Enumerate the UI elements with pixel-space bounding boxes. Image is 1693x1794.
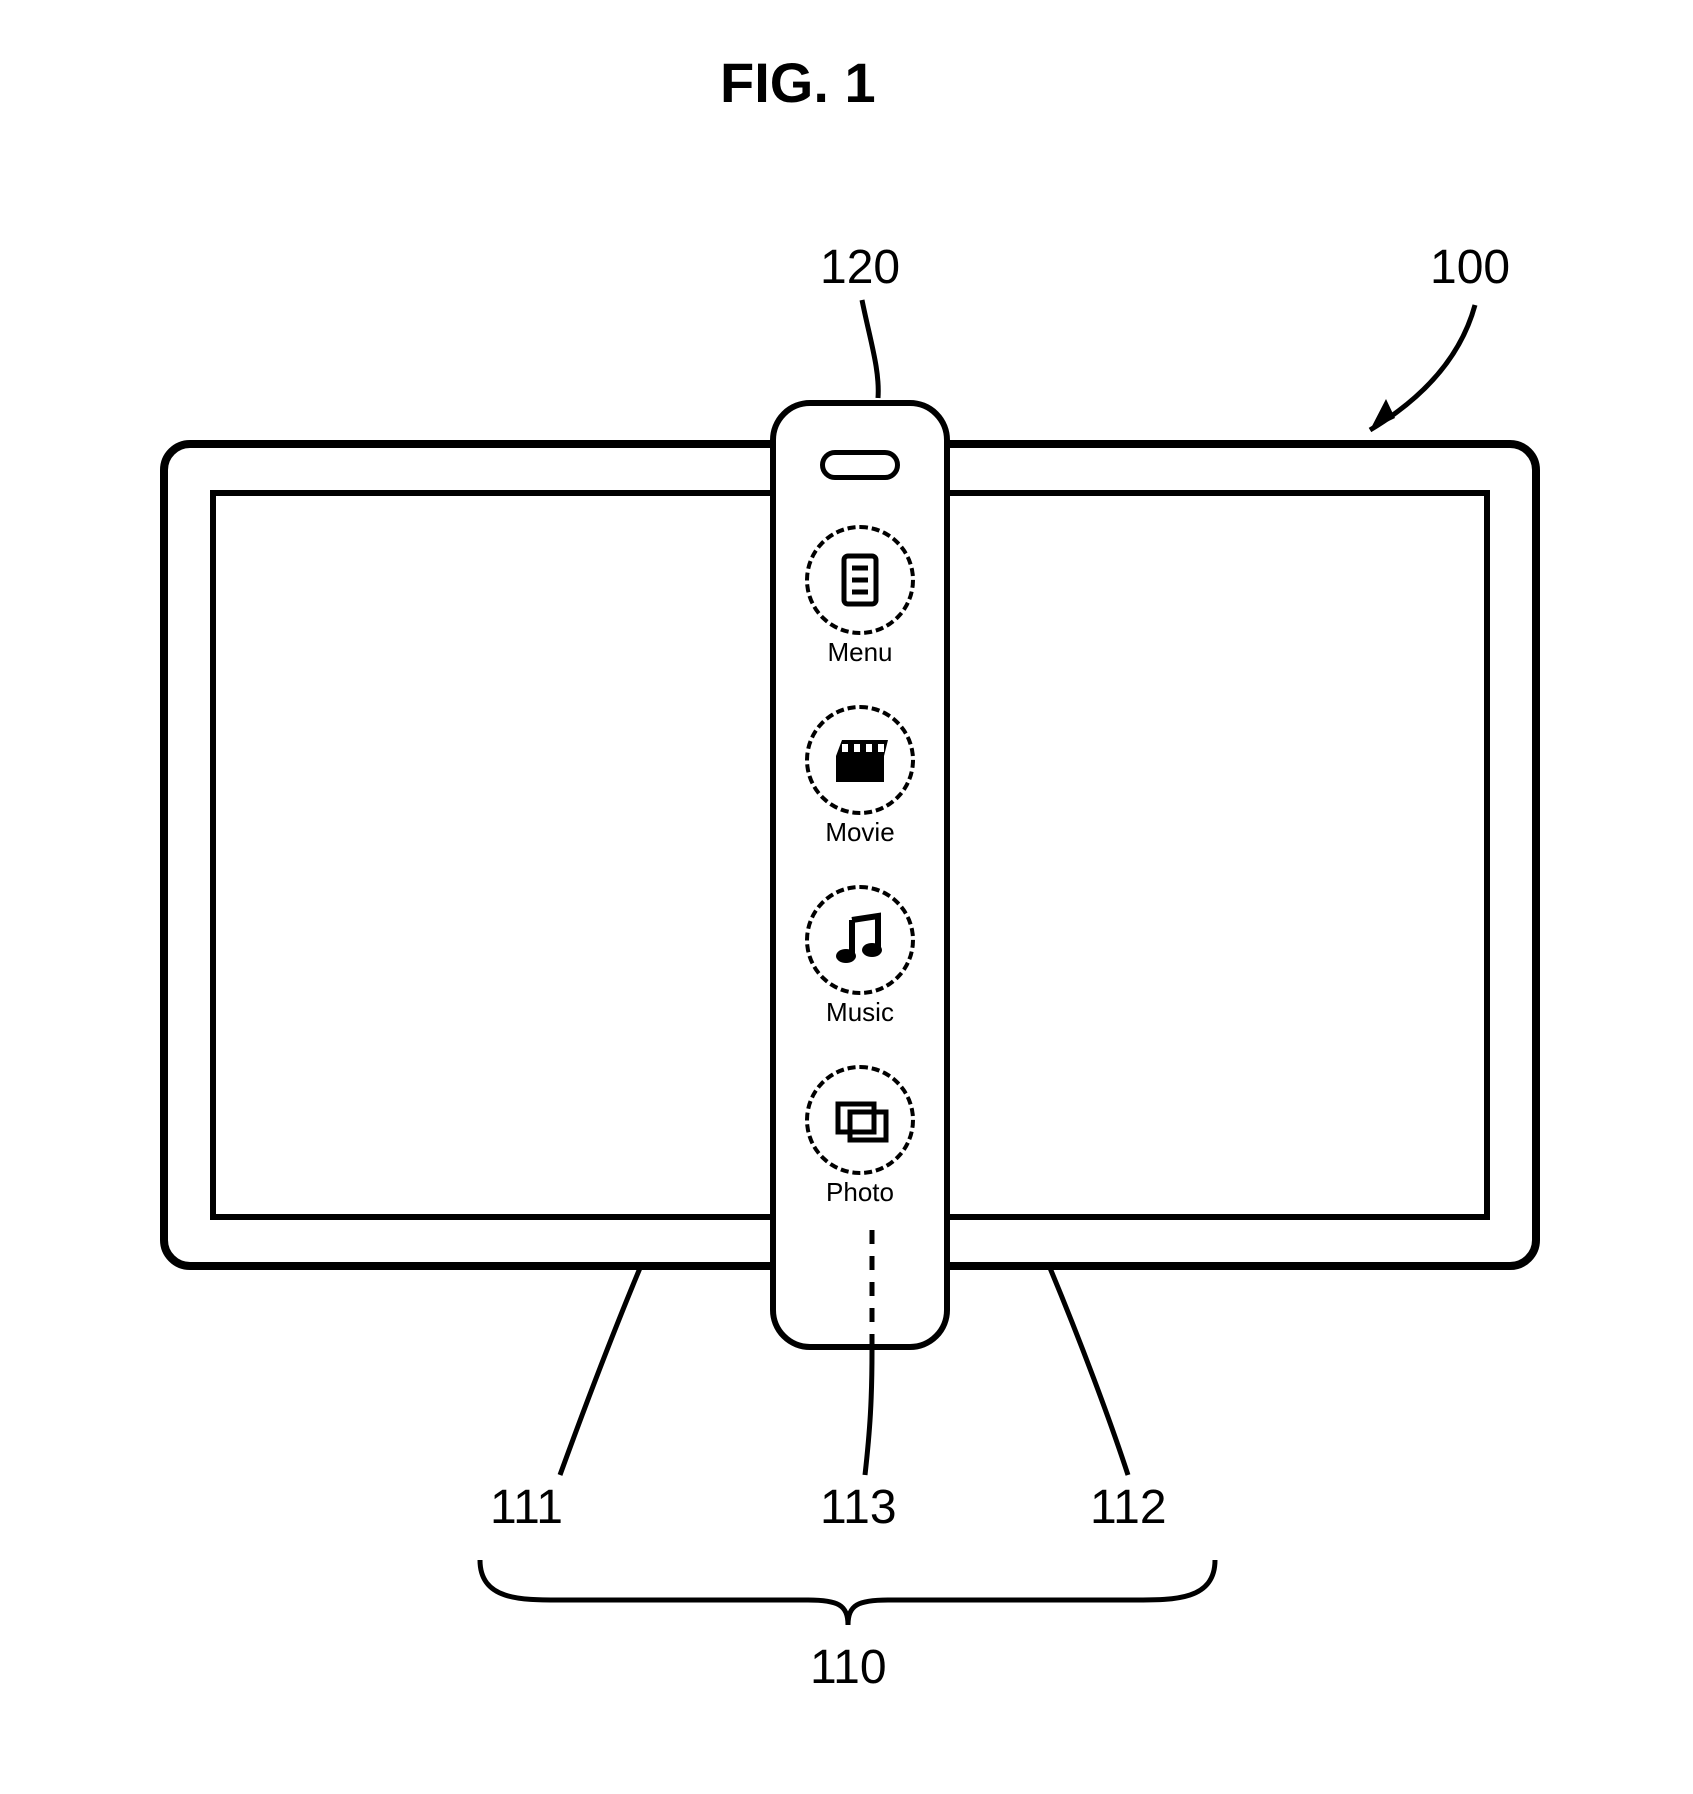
photo-icon-label: Photo	[800, 1177, 920, 1208]
speaker-slot	[820, 450, 900, 480]
figure-title: FIG. 1	[720, 50, 876, 115]
movie-icon-label: Movie	[800, 817, 920, 848]
figure-canvas: FIG. 1 100 120 111 113 112 110 Menu Movie…	[0, 0, 1693, 1794]
ref-label-112: 112	[1090, 1480, 1167, 1535]
menu-icon-label: Menu	[800, 637, 920, 668]
ref-label-111: 111	[490, 1480, 563, 1535]
ref-label-120: 120	[820, 240, 900, 295]
music-icon-label: Music	[800, 997, 920, 1028]
menu-icon[interactable]	[805, 525, 915, 635]
photo-icon[interactable]	[805, 1065, 915, 1175]
ref-label-100: 100	[1430, 240, 1510, 295]
ref-label-110: 110	[810, 1640, 887, 1695]
ref-label-113: 113	[820, 1480, 897, 1535]
movie-icon[interactable]	[805, 705, 915, 815]
music-icon[interactable]	[805, 885, 915, 995]
